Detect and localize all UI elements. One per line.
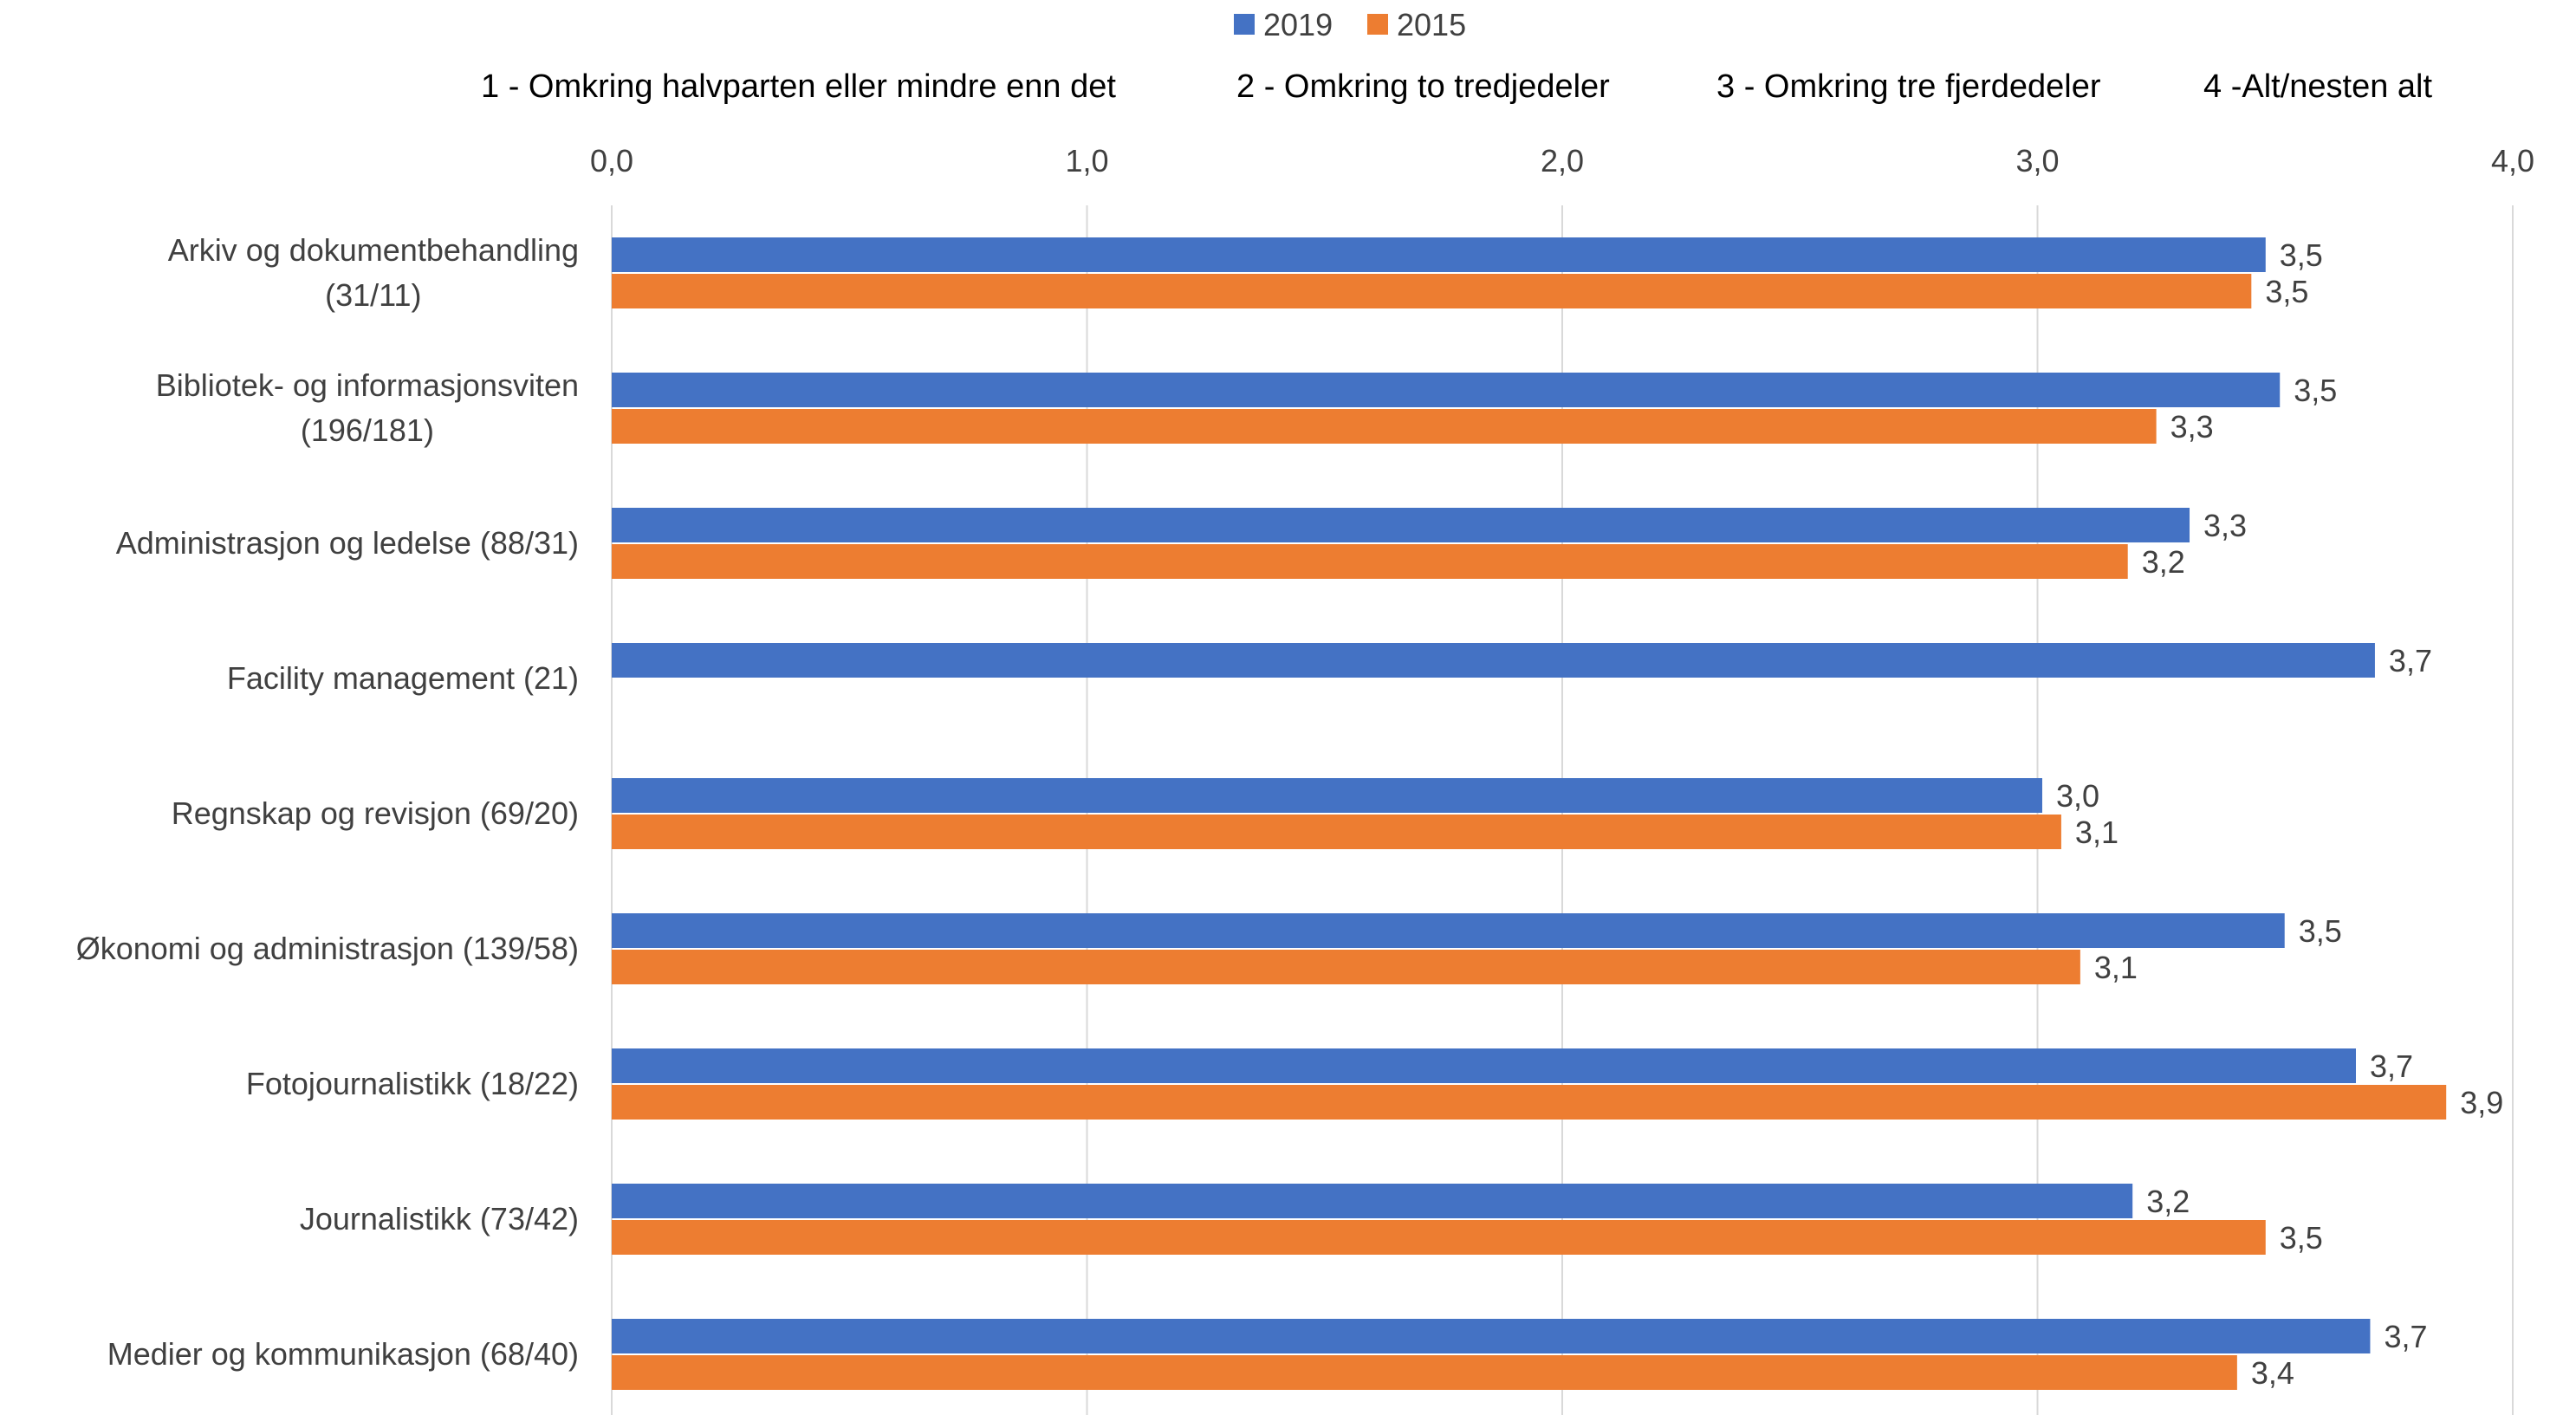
category-label: Medier og kommunikasjon (68/40) <box>107 1336 579 1372</box>
legend-label-2019: 2019 <box>1263 7 1333 42</box>
data-label-2019-2: 3,3 <box>2203 508 2247 543</box>
x-tick-label: 0,0 <box>590 143 633 178</box>
bar-2019-1 <box>612 373 2281 407</box>
x-tick-label: 4,0 <box>2491 143 2534 178</box>
category-label: (196/181) <box>301 412 434 448</box>
category-label: Administrasjon og ledelse (88/31) <box>116 525 579 561</box>
bar-2015-1 <box>612 409 2157 444</box>
bar-2019-7 <box>612 1184 2133 1218</box>
data-label-2019-8: 3,7 <box>2384 1319 2427 1354</box>
bar-2015-6 <box>612 1085 2447 1120</box>
data-label-2015-4: 3,1 <box>2075 815 2119 850</box>
bars <box>612 237 2447 1390</box>
x-axis-ticks: 0,0 1,0 2,0 3,0 4,0 <box>590 143 2534 178</box>
bar-2019-8 <box>612 1319 2371 1353</box>
data-label-2015-6: 3,9 <box>2460 1085 2503 1120</box>
data-label-2019-3: 3,7 <box>2389 643 2432 678</box>
bar-2015-0 <box>612 274 2252 308</box>
data-label-2015-8: 3,4 <box>2251 1355 2294 1391</box>
data-label-2019-4: 3,0 <box>2056 778 2099 814</box>
scale-notes: 1 - Omkring halvparten eller mindre enn … <box>481 68 2432 105</box>
scale-note-4: 4 -Alt/nesten alt <box>2203 68 2432 105</box>
category-label: Arkiv og dokumentbehandling <box>168 232 579 268</box>
x-tick-label: 3,0 <box>2015 143 2059 178</box>
bar-2019-4 <box>612 778 2042 813</box>
legend-label-2015: 2015 <box>1397 7 1466 42</box>
category-label: Bibliotek- og informasjonsviten <box>156 367 579 403</box>
category-labels: Arkiv og dokumentbehandling (31/11) Biblio… <box>76 232 579 1372</box>
data-label-2019-0: 3,5 <box>2280 237 2323 273</box>
bar-2015-2 <box>612 544 2128 579</box>
data-label-2019-5: 3,5 <box>2299 913 2342 949</box>
data-label-2015-7: 3,5 <box>2280 1220 2323 1256</box>
data-label-2019-6: 3,7 <box>2370 1048 2413 1084</box>
data-labels: 3,53,53,33,73,03,53,73,23,73,53,33,23,13… <box>2056 237 2503 1391</box>
bar-2019-0 <box>612 237 2266 272</box>
bar-2019-2 <box>612 508 2190 542</box>
category-label: Økonomi og administrasjon (139/58) <box>76 931 579 966</box>
scale-note-2: 2 - Omkring to tredjedeler <box>1236 68 1610 105</box>
bar-2015-7 <box>612 1220 2266 1255</box>
bar-2019-5 <box>612 913 2285 948</box>
category-label: Fotojournalistikk (18/22) <box>246 1066 579 1101</box>
data-label-2015-0: 3,5 <box>2265 274 2308 309</box>
x-tick-label: 2,0 <box>1541 143 1584 178</box>
data-label-2015-5: 3,1 <box>2094 950 2138 985</box>
bar-2015-5 <box>612 950 2080 984</box>
data-label-2019-1: 3,5 <box>2294 373 2337 408</box>
bar-2015-8 <box>612 1355 2237 1390</box>
category-label: Facility management (21) <box>227 660 579 696</box>
category-label: (31/11) <box>325 277 421 313</box>
legend-swatch-2019 <box>1234 14 1255 35</box>
scale-note-1: 1 - Omkring halvparten eller mindre enn … <box>481 68 1116 105</box>
category-label: Regnskap og revisjon (69/20) <box>172 795 579 831</box>
scale-note-3: 3 - Omkring tre fjerdedeler <box>1716 68 2101 105</box>
bar-2019-6 <box>612 1048 2356 1083</box>
data-label-2015-2: 3,2 <box>2142 544 2185 580</box>
data-label-2019-7: 3,2 <box>2146 1184 2190 1219</box>
category-label: Journalistikk (73/42) <box>300 1201 579 1237</box>
legend: 2019 2015 <box>1234 7 1466 42</box>
data-label-2015-1: 3,3 <box>2170 409 2214 445</box>
bar-2019-3 <box>612 643 2375 678</box>
x-tick-label: 1,0 <box>1065 143 1108 178</box>
legend-swatch-2015 <box>1367 14 1388 35</box>
bar-2015-4 <box>612 815 2061 849</box>
